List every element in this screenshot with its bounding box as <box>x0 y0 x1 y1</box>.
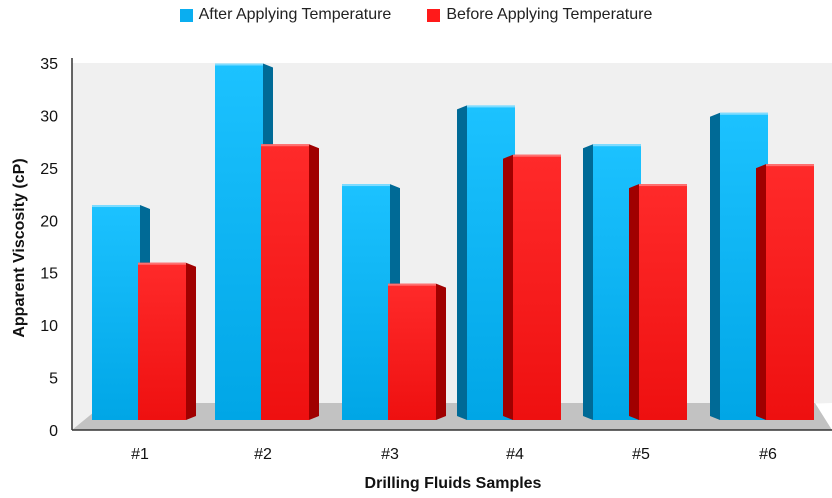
bar-side-1-3 <box>503 154 513 420</box>
bar-cap-0-4 <box>593 144 641 147</box>
legend-item-before: Before Applying Temperature <box>427 6 652 24</box>
bar-1-2 <box>388 283 436 420</box>
legend-swatch-before <box>427 8 441 22</box>
y-tick-label-3: 15 <box>40 266 58 283</box>
bar-cap-0-3 <box>467 105 515 108</box>
bar-cap-1-2 <box>388 283 436 286</box>
bar-cap-0-2 <box>342 184 390 187</box>
x-tick-label-3: #4 <box>506 446 524 463</box>
bar-side-0-5 <box>710 112 720 421</box>
bar-1-1 <box>261 144 309 420</box>
bar-cap-0-0 <box>92 205 140 208</box>
bar-0-2 <box>342 184 390 420</box>
bar-cap-1-5 <box>766 164 814 167</box>
bar-cap-0-1 <box>215 63 263 66</box>
x-tick-label-0: #1 <box>131 446 149 463</box>
y-tick-label-6: 30 <box>40 108 58 125</box>
bar-1-5 <box>766 164 814 420</box>
bar-0-1 <box>215 63 263 420</box>
y-tick-label-2: 10 <box>40 318 58 335</box>
bar-side-0-4 <box>583 144 593 420</box>
bar-cap-1-0 <box>138 262 186 265</box>
y-tick-label-1: 5 <box>49 371 58 388</box>
bar-side-1-1 <box>309 144 319 420</box>
bar-side-1-5 <box>756 164 766 420</box>
legend: After Applying Temperature Before Applyi… <box>0 6 832 24</box>
bar-cap-0-5 <box>720 112 768 115</box>
y-tick-label-5: 25 <box>40 161 58 178</box>
y-axis-title: Apparent Viscosity (cP) <box>11 158 28 337</box>
bar-side-1-0 <box>186 262 196 420</box>
bar-side-1-4 <box>629 184 639 420</box>
bar-cap-1-1 <box>261 144 309 147</box>
bar-0-0 <box>92 205 140 420</box>
bar-side-0-3 <box>457 105 467 420</box>
y-tick-label-7: 35 <box>40 56 58 73</box>
y-tick-label-4: 20 <box>40 213 58 230</box>
y-tick-label-0: 0 <box>49 423 58 440</box>
legend-swatch-after <box>179 8 193 22</box>
legend-label-before: Before Applying Temperature <box>446 6 653 23</box>
bar-1-0 <box>138 262 186 420</box>
plot-area: 0 5 10 15 20 25 30 35 #1 #2 #3 #4 #5 #6 <box>40 56 832 463</box>
bar-cap-1-4 <box>639 184 687 187</box>
legend-label-after: After Applying Temperature <box>198 6 392 23</box>
legend-item-after: After Applying Temperature <box>179 6 392 24</box>
x-tick-label-4: #5 <box>632 446 650 463</box>
bar-1-4 <box>639 184 687 420</box>
bar-side-1-2 <box>436 283 446 420</box>
x-tick-label-1: #2 <box>254 446 272 463</box>
bar-1-3 <box>513 154 561 420</box>
x-axis-title: Drilling Fluids Samples <box>365 475 542 492</box>
bar-cap-1-3 <box>513 154 561 157</box>
x-tick-label-2: #3 <box>381 446 399 463</box>
x-tick-label-5: #6 <box>759 446 777 463</box>
